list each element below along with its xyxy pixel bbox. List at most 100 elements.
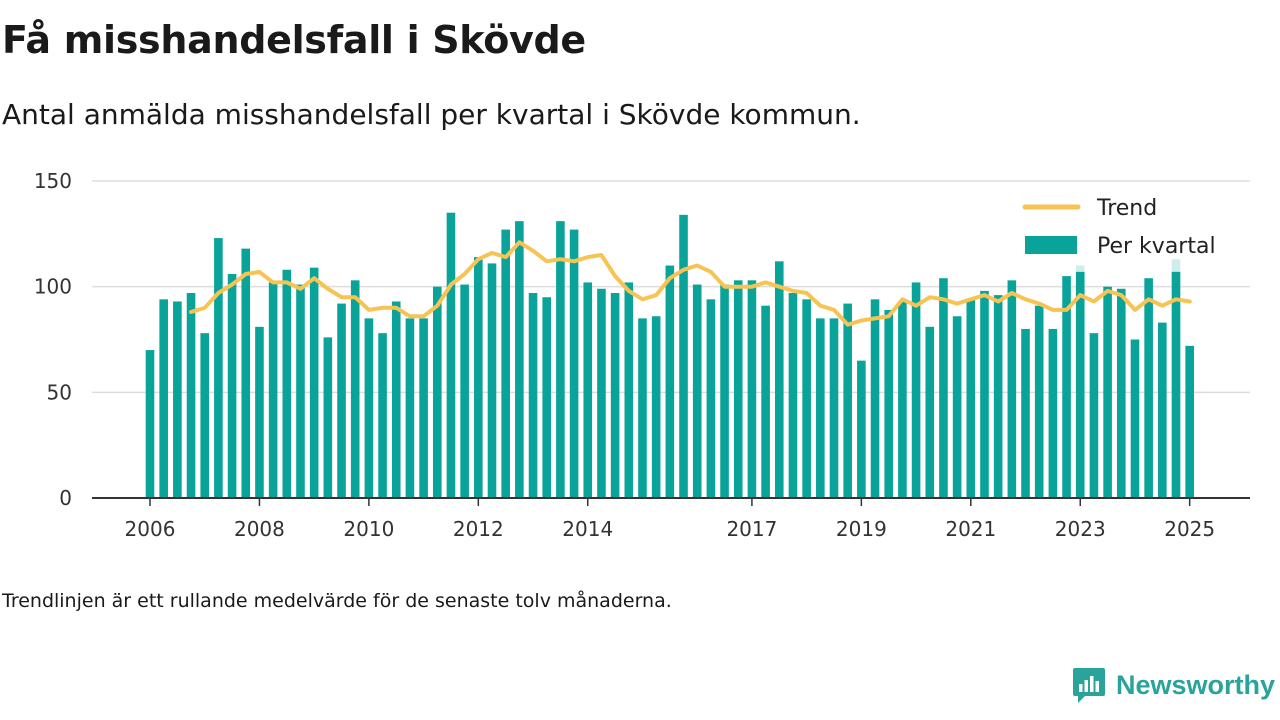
bar xyxy=(337,303,346,498)
y-tick-label: 0 xyxy=(59,486,72,510)
chart-subtitle: Antal anmälda misshandelsfall per kvarta… xyxy=(2,98,861,131)
axes: 0 50 100 150 2006 2008 2010 2012 2014 2017 2019 202… xyxy=(34,169,1250,541)
bar xyxy=(665,265,675,498)
bar xyxy=(911,282,921,498)
bar xyxy=(323,337,333,498)
brand-logo[interactable]: Newsworthy xyxy=(1072,666,1275,704)
bar xyxy=(173,301,182,498)
x-tick-label: 2025 xyxy=(1164,517,1215,541)
bar xyxy=(227,273,237,498)
bar xyxy=(1007,280,1017,498)
bar xyxy=(378,333,387,498)
bar xyxy=(733,280,743,498)
bar xyxy=(1075,271,1085,498)
bar xyxy=(774,261,784,498)
bar xyxy=(364,318,374,498)
bar xyxy=(829,318,839,498)
bar xyxy=(460,284,469,498)
bar xyxy=(241,248,251,498)
footnote: Trendlinjen är ett rullande medelvärde f… xyxy=(2,590,672,612)
bar xyxy=(638,318,647,498)
bar xyxy=(1158,322,1167,498)
trend-line xyxy=(189,240,1192,327)
legend-label-per-kvartal: Per kvartal xyxy=(1097,234,1216,259)
bar xyxy=(939,278,948,498)
bar xyxy=(419,318,428,498)
x-tick-label: 2006 xyxy=(125,517,176,541)
bar xyxy=(1062,276,1071,498)
bar xyxy=(282,269,292,498)
bar xyxy=(884,309,894,498)
bar xyxy=(501,229,510,498)
bar xyxy=(446,212,456,498)
bar xyxy=(1048,328,1058,498)
y-tick-label: 50 xyxy=(47,380,72,404)
bar xyxy=(296,284,305,498)
x-tick-label: 2019 xyxy=(836,517,887,541)
bar xyxy=(309,267,319,498)
bar xyxy=(925,326,935,498)
bar xyxy=(788,293,798,498)
y-tick-label: 150 xyxy=(34,169,72,193)
bar xyxy=(159,299,168,498)
bar xyxy=(1034,305,1044,498)
bar xyxy=(1171,271,1181,498)
legend-swatch-per-kvartal xyxy=(1025,236,1077,254)
y-tick-label: 100 xyxy=(34,275,72,299)
bar xyxy=(952,316,962,498)
x-tick-label: 2012 xyxy=(453,517,504,541)
brand-name: Newsworthy xyxy=(1116,669,1276,700)
bar xyxy=(200,333,210,498)
bar xyxy=(966,299,976,498)
bar xyxy=(610,293,620,498)
bar xyxy=(898,301,907,498)
x-tick-label: 2008 xyxy=(234,517,285,541)
bar xyxy=(857,360,866,498)
bar xyxy=(432,286,442,498)
bar xyxy=(528,293,538,498)
bar xyxy=(474,257,483,498)
bar xyxy=(255,326,264,498)
bar xyxy=(1130,339,1140,498)
x-tick-label: 2010 xyxy=(343,517,394,541)
chart-title: Få misshandelsfall i Skövde xyxy=(2,18,586,62)
bar-series-per-kvartal xyxy=(145,212,1194,499)
bar xyxy=(706,299,716,498)
bar xyxy=(692,284,702,498)
bar xyxy=(679,214,688,498)
bar xyxy=(542,297,552,498)
x-tick-label: 2023 xyxy=(1055,517,1106,541)
bar xyxy=(583,282,593,498)
x-tick-label: 2017 xyxy=(726,517,777,541)
bar xyxy=(993,295,1003,498)
bar xyxy=(980,290,989,498)
bar xyxy=(214,238,223,498)
legend-label-trend: Trend xyxy=(1096,196,1157,221)
bar-chart: 0 50 100 150 2006 2008 2010 2012 2014 2017 2019 202… xyxy=(34,169,1250,541)
bar xyxy=(597,288,606,498)
bar xyxy=(1089,333,1099,498)
bar xyxy=(1116,288,1126,498)
bar xyxy=(186,293,196,498)
bar xyxy=(556,221,565,499)
x-tick-label: 2014 xyxy=(562,517,613,541)
bar xyxy=(870,299,880,498)
bar xyxy=(761,305,770,498)
newsworthy-logo-icon xyxy=(1073,668,1105,703)
bar xyxy=(1021,328,1030,498)
bar xyxy=(487,263,497,498)
bar xyxy=(569,229,579,498)
bar xyxy=(1144,278,1153,498)
bar xyxy=(843,303,852,498)
bar xyxy=(268,282,278,498)
bar xyxy=(816,318,825,498)
bar xyxy=(515,221,524,499)
bar xyxy=(720,284,729,498)
bar xyxy=(651,316,661,498)
bar xyxy=(391,301,401,498)
legend[interactable]: Trend Per kvartal xyxy=(1022,196,1216,259)
bar xyxy=(145,350,155,498)
trend-line-series xyxy=(189,240,1192,327)
x-tick-label: 2021 xyxy=(945,517,996,541)
bar xyxy=(747,280,757,498)
